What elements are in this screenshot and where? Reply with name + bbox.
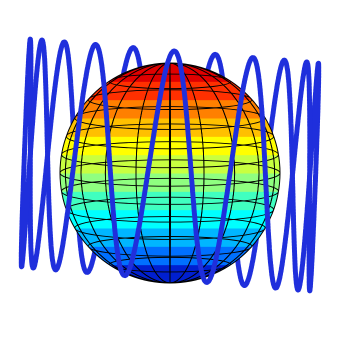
helix-curve-front [18,37,318,294]
sphere [59,62,281,284]
meridian-line [135,63,205,283]
meridian-line [80,63,260,283]
helix-segment [18,37,318,294]
meridian-line [168,63,172,283]
sphere-gridlines [60,63,280,283]
meridian-line [64,63,276,283]
meridian-line [104,63,236,283]
